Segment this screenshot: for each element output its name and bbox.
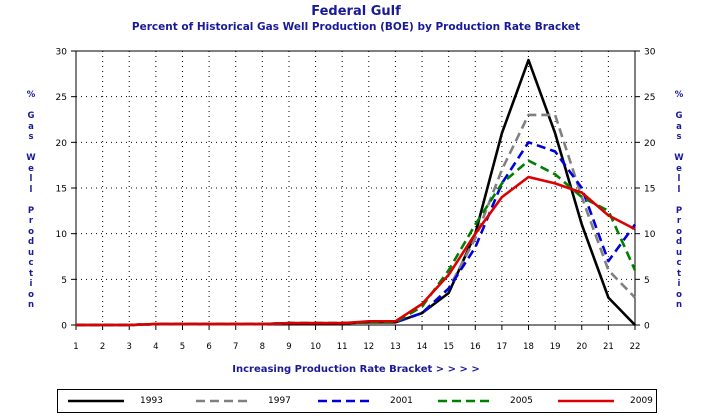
legend-label: 2009 <box>630 396 653 406</box>
legend-label: 2005 <box>510 396 533 406</box>
x-axis-label: Increasing Production Rate Bracket > > >… <box>232 364 480 375</box>
y-tick-label-left: 30 <box>56 48 68 58</box>
x-tick-label: 12 <box>363 342 374 352</box>
y-tick-label-left: 25 <box>56 93 67 103</box>
y-tick-label-right: 5 <box>644 276 650 286</box>
y-tick-label-right: 0 <box>644 322 650 332</box>
y-tick-label-left: 10 <box>56 230 68 240</box>
x-tick-label: 1 <box>73 342 78 352</box>
y-tick-label-right: 20 <box>644 139 656 149</box>
series-line-2009 <box>76 175 636 327</box>
x-tick-label: 14 <box>417 342 428 352</box>
legend-label: 1993 <box>140 396 163 406</box>
y-tick-label-right: 10 <box>644 230 656 240</box>
y-tick-label-left: 5 <box>61 276 67 286</box>
x-tick-label: 20 <box>576 342 587 352</box>
legend-label: 2001 <box>390 396 413 406</box>
x-tick-label: 18 <box>523 342 534 352</box>
y-axis-label-left: % G a s W e l l P r o d u c t i o n <box>26 90 36 310</box>
x-tick-label: 19 <box>550 342 561 352</box>
chart-subtitle: Percent of Historical Gas Well Productio… <box>131 21 581 33</box>
x-tick-label: 11 <box>337 342 348 352</box>
x-tick-label: 7 <box>233 342 238 352</box>
x-tick-label: 9 <box>286 342 291 352</box>
series-line-2005 <box>76 159 637 327</box>
x-tick-label: 15 <box>443 342 454 352</box>
legend-swatch <box>68 399 124 403</box>
y-tick-label-right: 30 <box>644 48 656 58</box>
x-tick-label: 13 <box>390 342 401 352</box>
x-tick-label: 3 <box>127 342 132 352</box>
x-tick-label: 4 <box>153 342 158 352</box>
legend-swatch <box>318 399 374 403</box>
x-tick-label: 21 <box>603 342 614 352</box>
x-tick-label: 8 <box>260 342 265 352</box>
legend-swatch <box>438 399 494 403</box>
series-line-2001 <box>76 141 637 327</box>
x-tick-label: 17 <box>496 342 507 352</box>
y-tick-label-left: 20 <box>56 139 68 149</box>
series-line-1997 <box>76 113 636 327</box>
y-tick-label-right: 15 <box>644 185 655 195</box>
x-tick-label: 5 <box>180 342 185 352</box>
x-tick-label: 10 <box>310 342 321 352</box>
y-tick-label-left: 0 <box>61 322 67 332</box>
legend: 1993 1997 2001 2005 2009 <box>57 389 657 413</box>
legend-label: 1997 <box>268 396 291 406</box>
x-tick-label: 6 <box>206 342 211 352</box>
chart-title: Federal Gulf <box>311 4 401 19</box>
legend-swatch <box>196 399 252 403</box>
y-tick-label-left: 15 <box>56 185 67 195</box>
legend-swatch <box>558 399 614 403</box>
y-axis-label-right: % G a s W e l l P r o d u c t i o n <box>674 90 684 310</box>
x-tick-label: 2 <box>100 342 105 352</box>
y-tick-label-right: 25 <box>644 93 655 103</box>
series-line-1993 <box>76 58 636 327</box>
x-tick-label: 16 <box>470 342 481 352</box>
x-tick-label: 22 <box>630 342 641 352</box>
